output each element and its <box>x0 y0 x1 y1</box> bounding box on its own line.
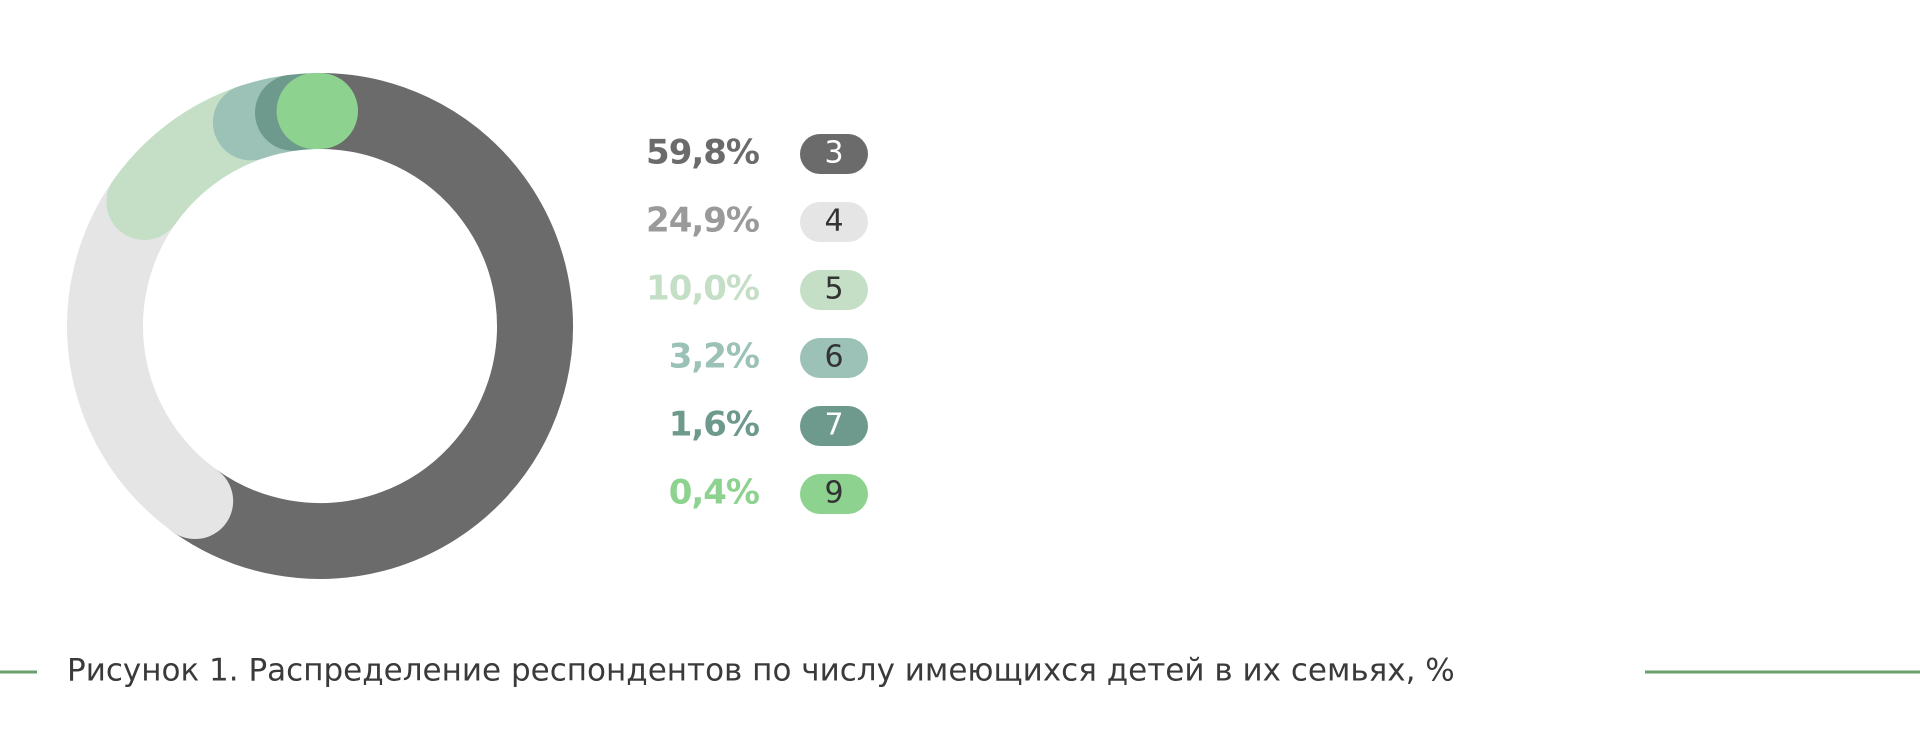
donut-segment <box>157 73 573 579</box>
legend-category: 4 <box>824 204 843 239</box>
legend-category: 9 <box>824 476 843 511</box>
legend-pill <box>800 134 868 174</box>
legend-pill <box>800 474 868 514</box>
legend-value: 24,9% <box>646 201 759 241</box>
legend-category: 5 <box>824 272 843 307</box>
legend-value: 10,0% <box>646 269 759 309</box>
legend-value: 1,6% <box>669 405 759 445</box>
legend-category: 6 <box>824 340 843 375</box>
legend-value: 3,2% <box>669 337 759 377</box>
legend-pill <box>800 202 868 242</box>
legend-value: 0,4% <box>669 473 759 513</box>
legend-pill <box>800 406 868 446</box>
legend-category: 7 <box>824 408 843 443</box>
legend-category: 3 <box>824 136 843 171</box>
legend-pill <box>800 338 868 378</box>
caption: Рисунок 1. Распределение респондентов по… <box>67 653 1455 689</box>
legend-pill <box>800 270 868 310</box>
donut-segment <box>67 163 234 540</box>
legend-value: 59,8% <box>646 133 759 173</box>
